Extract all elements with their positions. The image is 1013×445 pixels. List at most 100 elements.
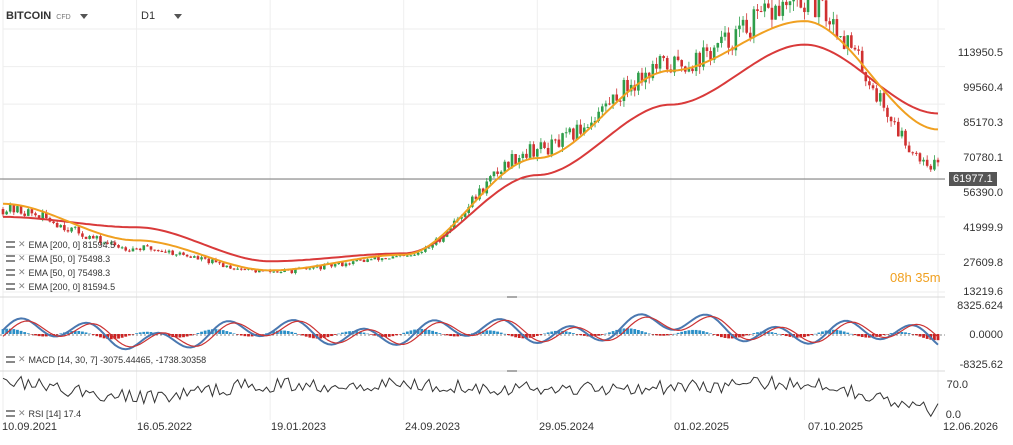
candle-body (658, 56, 662, 69)
macd-histogram-bar (229, 332, 232, 334)
macd-histogram-bar (799, 334, 803, 338)
price-tick-label: 27609.8 (963, 257, 1003, 269)
candle-body (904, 130, 907, 146)
macd-histogram-bar (5, 328, 9, 334)
candle-body (45, 212, 48, 219)
close-icon[interactable]: ✕ (18, 253, 26, 263)
candle-body (723, 32, 727, 37)
candle-body (564, 132, 568, 134)
macd-histogram-bar (174, 334, 178, 338)
macd-histogram-bar (492, 330, 496, 334)
candle-body (698, 52, 702, 67)
candle-body (543, 142, 546, 148)
macd-histogram-bar (413, 329, 416, 334)
macd-histogram-bar (416, 329, 420, 334)
candle-body (66, 230, 70, 232)
timeframe-selector[interactable]: D1 (141, 10, 183, 22)
candle-body (229, 265, 232, 269)
macd-histogram-bar (99, 334, 102, 338)
macd-histogram-bar (88, 333, 92, 335)
candle-body (294, 268, 297, 274)
price-tick-label: 70780.1 (963, 152, 1003, 164)
macd-histogram-bar (766, 331, 770, 334)
candle-body (691, 68, 694, 72)
macd-histogram-bar (192, 334, 196, 335)
macd-histogram-bar (41, 334, 45, 337)
close-icon[interactable]: ✕ (18, 239, 26, 249)
close-icon[interactable]: ✕ (18, 281, 26, 291)
rsi-legend-item[interactable]: ✕ RSI [14] 17.4 (6, 408, 81, 419)
candle-body (651, 63, 655, 79)
macd-histogram-bar (308, 334, 312, 338)
settings-icon[interactable] (6, 241, 15, 248)
candle-body (777, 5, 781, 16)
macd-histogram-bar (44, 334, 48, 337)
candle-body (896, 121, 900, 137)
candle-body (59, 225, 63, 228)
candle-body (655, 63, 658, 69)
macd-histogram-bar (420, 328, 424, 334)
candle-body (680, 60, 683, 67)
settings-icon[interactable] (6, 255, 15, 262)
indicator-legend-item[interactable]: ✕ EMA [200, 0] 81594.5 (6, 239, 115, 250)
close-icon[interactable]: ✕ (18, 267, 26, 277)
candle-body (207, 258, 211, 264)
macd-histogram-bar (673, 333, 676, 335)
pane-resize-handle[interactable] (507, 370, 517, 372)
macd-histogram-bar (456, 334, 460, 337)
candle-body (824, 0, 828, 22)
candle-body (442, 236, 445, 242)
indicator-legend-item[interactable]: ✕ EMA [200, 0] 81594.5 (6, 281, 115, 292)
macd-histogram-bar (593, 334, 597, 337)
macd-legend-item[interactable]: ✕ MACD [14, 30, 7] -3075.44465, -1738.30… (6, 354, 206, 365)
candle-body (875, 88, 878, 102)
macd-histogram-bar (16, 329, 19, 334)
candle-body (832, 19, 835, 25)
candle-body (839, 36, 842, 38)
candle-body (26, 209, 30, 216)
macd-histogram-bar (723, 334, 727, 338)
indicator-legend-item[interactable]: ✕ EMA [50, 0] 75498.3 (6, 267, 110, 278)
candle-body (84, 236, 88, 239)
macd-histogram-bar (135, 333, 138, 334)
candle-body (532, 144, 535, 157)
price-tick-label: 85170.3 (963, 117, 1003, 129)
candle-body (492, 171, 496, 177)
candle-body (167, 250, 171, 253)
indicator-legend-item[interactable]: ✕ EMA [50, 0] 75498.3 (6, 253, 110, 264)
macd-histogram-bar (680, 331, 684, 334)
macd-histogram-bar (813, 333, 817, 335)
candle-body (593, 120, 597, 123)
close-icon[interactable]: ✕ (18, 408, 26, 418)
macd-histogram-bar (618, 329, 622, 334)
macd-histogram-bar (304, 334, 308, 337)
candle-body (673, 56, 676, 73)
candle-body (88, 235, 91, 239)
macd-histogram-bar (120, 334, 124, 338)
candle-body (619, 100, 622, 102)
date-tick-label: 01.02.2025 (674, 421, 730, 433)
rsi-label: RSI [14] 17.4 (28, 408, 82, 419)
symbol-selector[interactable]: BITCOIN CFD (6, 10, 88, 22)
candle-body (34, 213, 37, 216)
candle-body (290, 269, 294, 274)
macd-histogram-bar (712, 334, 716, 335)
candle-body (319, 265, 322, 270)
close-icon[interactable]: ✕ (18, 354, 26, 364)
ema-200-line (3, 43, 939, 263)
macd-histogram-bar (8, 328, 12, 334)
candle-body (886, 107, 889, 117)
macd-histogram-bar (608, 332, 611, 334)
settings-icon[interactable] (6, 269, 15, 276)
candle-body (200, 257, 203, 260)
settings-icon[interactable] (6, 283, 15, 290)
candle-body (846, 35, 850, 49)
settings-icon[interactable] (6, 410, 15, 417)
candle-body (868, 81, 871, 86)
price-tick-label: 56390.0 (963, 187, 1003, 199)
candle-body (279, 272, 283, 274)
settings-icon[interactable] (6, 356, 15, 363)
pane-resize-handle[interactable] (507, 296, 517, 298)
macd-histogram-bar (391, 334, 395, 337)
